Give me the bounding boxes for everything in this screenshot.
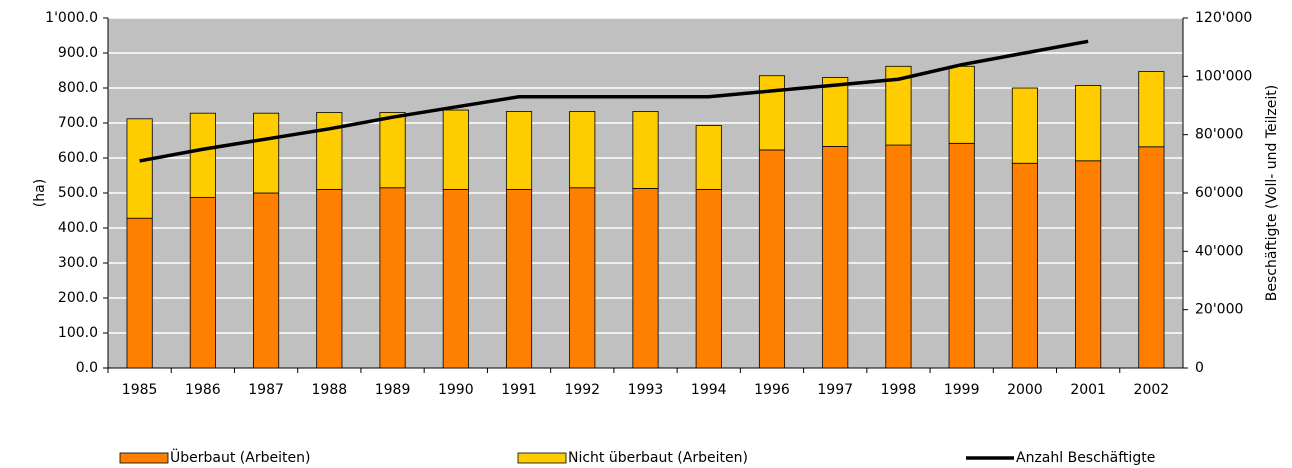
bar bbox=[316, 189, 343, 369]
x-tick-label: 1986 bbox=[185, 382, 221, 398]
x-tick-label: 1997 bbox=[817, 382, 853, 398]
y-tick-label: 800.0 bbox=[58, 80, 98, 96]
legend-swatch bbox=[119, 452, 169, 464]
legend-label: Nicht überbaut (Arbeiten) bbox=[568, 450, 748, 466]
x-tick-label: 1999 bbox=[944, 382, 980, 398]
bar bbox=[822, 77, 849, 147]
bar bbox=[379, 187, 406, 369]
bar bbox=[822, 146, 849, 369]
bar bbox=[253, 192, 280, 369]
y-tick-label: 700.0 bbox=[58, 115, 98, 131]
bar bbox=[1075, 160, 1102, 369]
y-axis-label: (ha) bbox=[32, 179, 48, 207]
y-tick-label: 0.0 bbox=[76, 360, 98, 376]
bar bbox=[758, 149, 786, 369]
y-tick-label: 100.0 bbox=[58, 325, 98, 341]
legend-label: Anzahl Beschäftigte bbox=[1016, 450, 1155, 466]
bar bbox=[569, 187, 596, 369]
x-tick-label: 1991 bbox=[501, 382, 537, 398]
bar bbox=[1011, 87, 1038, 164]
x-tick-label: 1996 bbox=[754, 382, 790, 398]
bar bbox=[1138, 146, 1165, 369]
bar bbox=[885, 144, 912, 369]
line bbox=[139, 39, 1089, 163]
bar bbox=[632, 188, 659, 369]
bar bbox=[569, 111, 596, 189]
y2-axis-label: Beschäftigte (Voll- und Teilzeit) bbox=[1264, 85, 1280, 301]
bar bbox=[379, 112, 406, 189]
y2-tick-label: 20'000 bbox=[1195, 302, 1243, 318]
bar bbox=[695, 189, 722, 369]
bar bbox=[1138, 71, 1165, 148]
bar bbox=[316, 112, 343, 190]
bar bbox=[1011, 162, 1038, 369]
bar bbox=[632, 111, 659, 189]
x-tick-label: 1985 bbox=[122, 382, 158, 398]
y-tick-label: 500.0 bbox=[58, 185, 98, 201]
bar bbox=[189, 197, 216, 369]
x-tick-label: 2001 bbox=[1070, 382, 1106, 398]
x-tick-label: 1990 bbox=[438, 382, 474, 398]
x-tick-label: 1989 bbox=[375, 382, 411, 398]
y-tick-label: 900.0 bbox=[58, 45, 98, 61]
bar bbox=[1075, 85, 1102, 162]
x-tick-label: 1993 bbox=[628, 382, 664, 398]
bar bbox=[505, 189, 533, 369]
bar bbox=[442, 109, 469, 190]
bar bbox=[695, 125, 722, 190]
y-tick-label: 1'000.0 bbox=[45, 10, 98, 26]
x-tick-label: 1998 bbox=[881, 382, 917, 398]
bar bbox=[126, 118, 153, 219]
x-tick-label: 1992 bbox=[564, 382, 600, 398]
y-tick-label: 300.0 bbox=[58, 255, 98, 271]
bar bbox=[948, 142, 975, 369]
y2-tick-label: 40'000 bbox=[1195, 243, 1243, 259]
bar bbox=[126, 217, 153, 369]
y-tick-label: 600.0 bbox=[58, 150, 98, 166]
x-tick-label: 2000 bbox=[1007, 382, 1043, 398]
bar bbox=[505, 111, 533, 190]
y2-tick-label: 80'000 bbox=[1195, 127, 1243, 143]
x-tick-label: 2002 bbox=[1134, 382, 1170, 398]
bar bbox=[948, 65, 975, 144]
bar bbox=[253, 112, 280, 194]
x-tick-label: 1988 bbox=[312, 382, 348, 398]
bar bbox=[189, 112, 216, 198]
y-tick-label: 400.0 bbox=[58, 220, 98, 236]
y2-tick-label: 100'000 bbox=[1195, 68, 1252, 84]
bar bbox=[442, 189, 469, 369]
y2-tick-label: 60'000 bbox=[1195, 185, 1243, 201]
bar bbox=[758, 75, 786, 151]
legend-label: Überbaut (Arbeiten) bbox=[170, 448, 310, 466]
y2-tick-label: 120'000 bbox=[1195, 10, 1252, 26]
legend-swatch bbox=[517, 452, 567, 464]
x-tick-label: 1994 bbox=[691, 382, 727, 398]
x-tick-label: 1987 bbox=[248, 382, 284, 398]
y-tick-label: 200.0 bbox=[58, 290, 98, 306]
y2-tick-label: 0 bbox=[1195, 360, 1204, 376]
